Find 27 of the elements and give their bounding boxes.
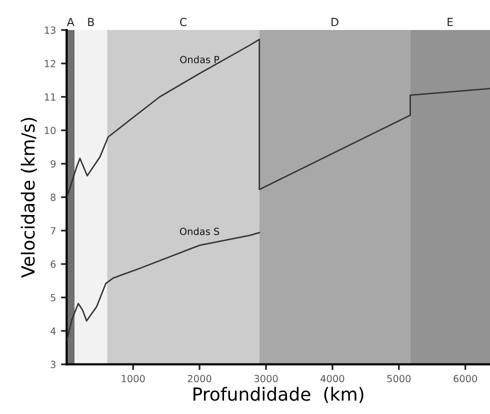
x-tick-label: 5000: [387, 374, 411, 382]
band-label: A: [66, 18, 74, 26]
line-series: [66, 38, 490, 198]
x-tick-label: 2000: [188, 374, 212, 382]
y-tick-label: 6: [50, 260, 56, 268]
y-tick-label: 7: [50, 227, 56, 234]
y-axis-title: Velocidade (km/s): [20, 118, 37, 278]
band-label: C: [180, 18, 187, 26]
x-tick-label: 1000: [122, 374, 145, 382]
y-tick-label: 11: [44, 93, 56, 101]
series-label: Ondas S: [180, 228, 220, 236]
x-tick-label: 3000: [254, 374, 278, 382]
band-label: B: [88, 18, 94, 26]
y-tick-label: 13: [44, 26, 56, 34]
band-label: D: [332, 18, 338, 26]
y-tick-label: 4: [50, 327, 56, 335]
y-tick-label: 5: [50, 294, 56, 302]
x-tick-label: 4000: [320, 374, 344, 382]
y-tick-label: 3: [50, 360, 56, 368]
x-tick-label: 6000: [454, 374, 478, 382]
y-tick-label: 12: [44, 60, 56, 68]
band-label: E: [448, 18, 453, 26]
y-tick-label: 10: [44, 126, 56, 134]
x-axis-title: Profundidade (km): [194, 386, 364, 404]
y-tick-label: 8: [50, 194, 56, 201]
series-label: Ondas P: [180, 56, 220, 64]
y-tick-label: 9: [50, 160, 56, 168]
